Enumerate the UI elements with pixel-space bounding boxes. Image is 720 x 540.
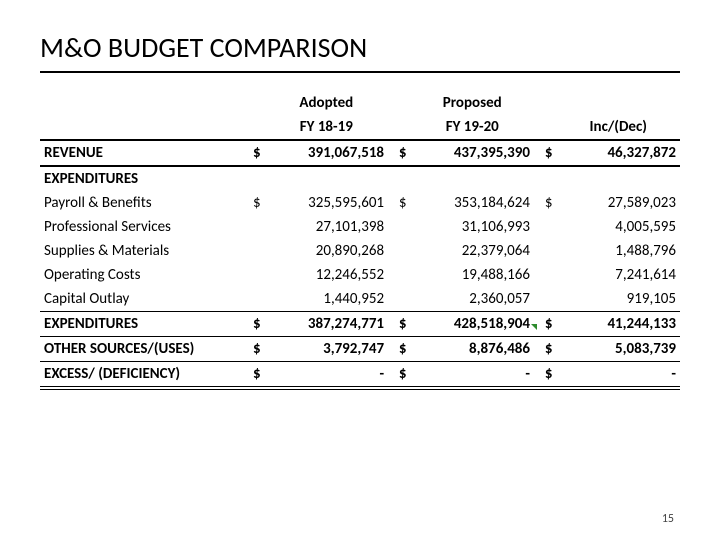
table-header: Adopted Proposed FY 18-19 FY 19-20 Inc/(… [40,91,680,140]
row-expenditures-header: EXPENDITURES [40,166,680,191]
col-incdec: Inc/(Dec) [556,115,680,140]
revenue-proposed: 437,395,390 [411,140,535,166]
row-revenue: REVENUE $ 391,067,518 $ 437,395,390 $ 46… [40,140,680,166]
budget-table: Adopted Proposed FY 18-19 FY 19-20 Inc/(… [40,91,680,390]
slide-title: M&O BUDGET COMPARISON [40,30,680,73]
row-operating: Operating Costs 12,246,552 19,488,166 7,… [40,263,680,287]
row-payroll: Payroll & Benefits $ 325,595,601 $ 353,1… [40,191,680,215]
col-adopted-bot: FY 18-19 [265,115,389,140]
row-excess-deficiency: EXCESS/ (DEFICIENCY) $ - $ - $ - [40,362,680,389]
col-proposed-top: Proposed [411,91,535,115]
page-number: 15 [662,512,674,526]
row-other-sources: OTHER SOURCES/(USES) $ 3,792,747 $ 8,876… [40,337,680,362]
row-professional-services: Professional Services 27,101,398 31,106,… [40,215,680,239]
revenue-incdec: 46,327,872 [556,140,680,166]
revenue-label: REVENUE [40,140,242,166]
row-supplies: Supplies & Materials 20,890,268 22,379,0… [40,239,680,263]
row-capital-outlay: Capital Outlay 1,440,952 2,360,057 919,1… [40,287,680,312]
cell-indicator-icon [531,324,537,330]
revenue-adopted: 391,067,518 [265,140,389,166]
row-expenditures-total: EXPENDITURES $ 387,274,771 $ 428,518,904… [40,312,680,337]
col-proposed-bot: FY 19-20 [411,115,535,140]
col-adopted-top: Adopted [265,91,389,115]
